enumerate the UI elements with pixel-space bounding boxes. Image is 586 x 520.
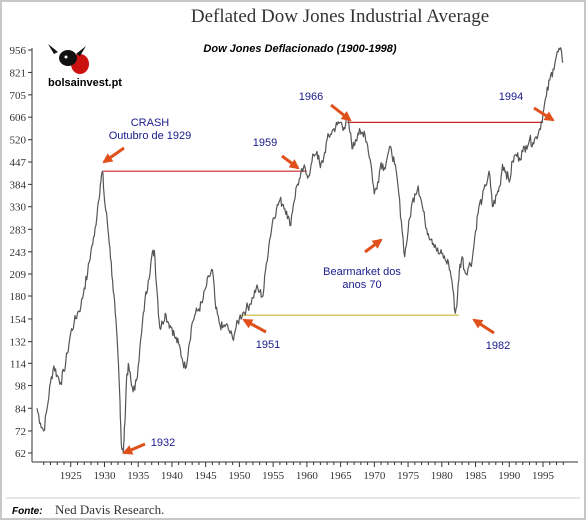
- y-tick-label: 384: [10, 179, 27, 191]
- annotation-label: 1994: [499, 91, 523, 103]
- annotation-label: CRASH: [131, 117, 170, 129]
- chart-subtitle: Dow Jones Deflacionado (1900-1998): [203, 43, 397, 55]
- x-tick-label: 1995: [532, 470, 555, 482]
- y-tick-label: 180: [10, 291, 27, 303]
- x-tick-label: 1960: [296, 470, 319, 482]
- annotation-label: 1951: [256, 339, 280, 351]
- y-tick-label: 520: [10, 135, 27, 147]
- x-tick-label: 1980: [431, 470, 454, 482]
- annotation-arrowhead: [371, 238, 383, 249]
- y-tick-label: 821: [10, 67, 27, 79]
- y-tick-label: 447: [10, 157, 27, 169]
- y-tick-label: 114: [10, 358, 27, 370]
- x-tick-label: 1925: [60, 470, 83, 482]
- series-line: [36, 47, 564, 454]
- logo-text: bolsainvest.pt: [48, 77, 122, 89]
- x-tick-label: 1945: [195, 470, 218, 482]
- y-tick-label: 72: [15, 426, 26, 438]
- x-tick-label: 1940: [161, 470, 184, 482]
- annotation-arrowhead: [472, 318, 484, 329]
- x-tick-label: 1985: [465, 470, 488, 482]
- annotation-label: Bearmarket dos: [323, 266, 401, 278]
- annotation-arrowhead: [340, 111, 352, 122]
- annotation-label: 1932: [151, 437, 175, 449]
- y-tick-label: 209: [10, 269, 27, 281]
- annotation-arrowhead: [543, 111, 555, 122]
- y-tick-label: 283: [10, 224, 27, 236]
- reference-lines: [103, 121, 544, 316]
- logo: bolsainvest.pt: [48, 44, 122, 89]
- x-tick-label: 1965: [330, 470, 353, 482]
- annotation-label: 1959: [253, 137, 277, 149]
- annotation-arrowhead: [122, 445, 134, 455]
- chart-title: Deflated Dow Jones Industrial Average: [191, 6, 489, 27]
- annotation-arrowhead: [102, 153, 114, 164]
- x-tick-label: 1955: [262, 470, 285, 482]
- y-tick-label: 330: [10, 202, 27, 214]
- annotation-label: 1982: [486, 340, 510, 352]
- x-tick-label: 1970: [363, 470, 386, 482]
- source-label: Fonte:: [12, 506, 43, 517]
- y-tick-label: 98: [15, 381, 27, 393]
- y-tick-label: 62: [15, 448, 26, 460]
- y-tick-label: 956: [10, 45, 27, 57]
- x-tick-label: 1990: [498, 470, 521, 482]
- x-tick-label: 1935: [127, 470, 150, 482]
- x-tick-label: 1975: [397, 470, 420, 482]
- y-tick-label: 154: [10, 314, 27, 326]
- annotation-arrowhead: [288, 159, 300, 170]
- x-tick-label: 1930: [93, 470, 116, 482]
- source-text: Ned Davis Research.: [55, 502, 164, 517]
- annotation-arrowhead: [242, 319, 254, 329]
- y-tick-label: 132: [10, 337, 27, 349]
- y-tick-label: 606: [10, 112, 27, 124]
- x-tick-label: 1950: [228, 470, 251, 482]
- annotation-label: 1966: [299, 91, 323, 103]
- bull-head-icon: [48, 44, 89, 74]
- y-tick-label: 243: [10, 247, 27, 259]
- y-tick-label: 84: [15, 403, 27, 415]
- annotation-label: Outubro de 1929: [109, 130, 192, 142]
- axes: 956 821 705 606 520 447 384 330 283 243 209 180 154 1…: [10, 45, 578, 482]
- y-tick-label: 705: [10, 90, 27, 102]
- annotation-label: anos 70: [342, 279, 381, 291]
